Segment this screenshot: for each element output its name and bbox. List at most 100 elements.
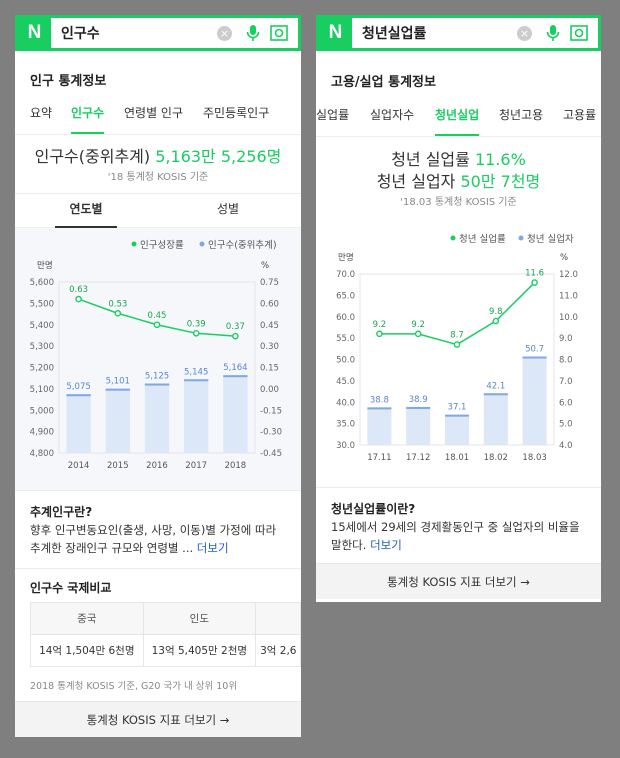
left-tick-label: 30.0 — [336, 441, 355, 451]
headline-rate-value: 11.6% — [474, 150, 526, 169]
search-input[interactable]: 청년실업률 — [362, 26, 427, 42]
right-tick-label: 9.0 — [559, 334, 573, 344]
legend-bar-dot — [518, 235, 524, 241]
population-chart: 인구성장률 인구수(중위추계) 만명 % 5,600 0.75 5,500 0.60 5,4… — [30, 239, 282, 471]
left-tick-label: 65.0 — [336, 291, 355, 301]
chart-area: 청년 실업률 청년 실업자 만명% 70.0 12.0 65.0 11.0 60.0 10.… — [316, 220, 601, 487]
segment-yearly[interactable]: 연도별 — [55, 194, 117, 228]
left-tick-label: 50.0 — [336, 356, 355, 366]
definition-text: 향후 인구변동요인(출생, 사망, 이동)별 가정에 따라 추계한 장래인구 규… — [30, 521, 289, 557]
compare-cell: 3억 2,6 — [255, 634, 301, 667]
line-point — [75, 295, 82, 303]
x-tick-label: 17.11 — [367, 453, 391, 463]
compare-header: 중국 — [30, 602, 144, 635]
bar-top — [66, 394, 91, 397]
search-bar[interactable]: N 인구수 × — [15, 15, 301, 51]
naver-logo[interactable]: N — [319, 18, 352, 48]
legend-line-dot — [131, 241, 137, 247]
divider — [15, 490, 301, 491]
left-tick-label: 5,400 — [30, 321, 54, 331]
naver-logo[interactable]: N — [18, 18, 51, 48]
tab-employment-rate[interactable]: 고용률 — [563, 108, 597, 122]
right-axis-unit: % — [560, 253, 568, 263]
legend-bar-label: 인구수(중위추계) — [208, 239, 277, 251]
bar — [144, 383, 170, 453]
right-tick-label: 0.30 — [260, 342, 279, 352]
headline-count-value: 50만 7천명 — [460, 172, 541, 191]
youth-unemployment-panel: N 청년실업률 × 고용/실업 통계정보 실업률 실업자수 청년실업 청년고용 … — [316, 15, 601, 602]
left-tick-label: 5,100 — [30, 385, 54, 395]
bar-top — [223, 375, 248, 378]
source-note: '18 통계청 KOSIS 기준 — [107, 172, 209, 183]
legend-line-label: 청년 실업률 — [459, 233, 506, 245]
bar-value-label: 5,125 — [145, 372, 169, 382]
right-tick-label: 0.60 — [260, 299, 279, 309]
headline-count-label: 청년 실업자 — [376, 172, 456, 191]
bar-top — [184, 379, 209, 382]
line-point — [453, 341, 461, 348]
right-tick-label: 0.15 — [260, 364, 279, 374]
kosis-more-button[interactable]: 통계청 KOSIS 지표 더보기 → — [316, 563, 601, 599]
legend-bar-dot — [199, 241, 205, 247]
bar-top — [144, 383, 170, 386]
left-tick-label: 55.0 — [336, 334, 355, 344]
line-value-label: 9.2 — [373, 320, 387, 330]
search-bar[interactable]: N 청년실업률 × — [316, 15, 601, 51]
x-tick-label: 2015 — [107, 461, 129, 471]
bar — [367, 407, 392, 445]
left-tick-label: 35.0 — [336, 420, 355, 430]
bar-value-label: 42.1 — [486, 381, 505, 391]
compare-header — [255, 602, 301, 635]
headline-label: 인구수(중위추계) — [34, 147, 151, 166]
left-tick-label: 45.0 — [336, 377, 355, 387]
right-tick-label: -0.45 — [260, 449, 282, 459]
bar — [444, 414, 470, 445]
segment-gender[interactable]: 성별 — [216, 202, 240, 216]
line-value-label: 11.6 — [525, 269, 544, 279]
headline-count: 청년 실업자 50만 7천명 — [316, 168, 601, 192]
stat-tabs: 실업률 실업자수 청년실업 청년고용 고용률 — [316, 103, 601, 137]
tab-age[interactable]: 연령별 인구 — [124, 106, 184, 120]
tab-summary[interactable]: 요약 — [30, 106, 53, 120]
left-axis-unit: 만명 — [37, 260, 53, 271]
right-tick-label: 0.75 — [260, 278, 279, 288]
tab-unemployment-rate[interactable]: 실업률 — [316, 108, 350, 122]
more-link[interactable]: 더보기 — [370, 538, 402, 552]
bar-top — [105, 388, 130, 391]
line-value-label: 0.39 — [187, 319, 206, 329]
tab-youth-employment[interactable]: 청년고용 — [499, 108, 544, 122]
bar-top — [522, 356, 547, 359]
kosis-more-button[interactable]: 통계청 KOSIS 지표 더보기 → — [15, 701, 301, 737]
legend-bar-label: 청년 실업자 — [527, 233, 574, 245]
right-tick-label: 0.00 — [260, 385, 279, 395]
tab-population[interactable]: 인구수 — [71, 101, 105, 134]
legend-line-dot — [450, 235, 456, 241]
clear-icon[interactable]: × — [517, 25, 532, 41]
section-title: 고용/실업 통계정보 — [331, 75, 436, 90]
compare-note: 2018 통계청 KOSIS 기준, G20 국가 내 상위 10위 — [30, 681, 238, 692]
bar — [406, 406, 431, 445]
compare-header: 인도 — [142, 602, 257, 635]
line-value-label: 0.53 — [108, 299, 127, 309]
right-tick-label: 5.0 — [559, 420, 573, 430]
mic-icon[interactable] — [546, 24, 560, 42]
lens-icon[interactable] — [270, 25, 288, 41]
left-tick-label: 4,800 — [30, 449, 54, 459]
bar — [105, 388, 130, 453]
more-link[interactable]: 더보기 — [196, 541, 229, 555]
tab-unemployed[interactable]: 실업자수 — [370, 108, 415, 122]
tab-youth-unemployment[interactable]: 청년실업 — [435, 103, 480, 136]
mic-icon[interactable] — [246, 24, 260, 42]
stat-tabs: 요약 인구수 연령별 인구 주민등록인구 — [15, 101, 301, 135]
search-input[interactable]: 인구수 — [61, 26, 100, 42]
bar — [223, 375, 248, 453]
lens-icon[interactable] — [570, 25, 588, 41]
right-tick-label: -0.15 — [260, 406, 282, 416]
right-tick-label: 11.0 — [559, 291, 578, 301]
right-tick-label: 7.0 — [559, 377, 573, 387]
tab-registered[interactable]: 주민등록인구 — [203, 106, 270, 120]
line-point — [114, 310, 122, 317]
headline-value: 5,163만 5,256명 — [155, 147, 282, 166]
x-tick-label: 18.01 — [445, 453, 469, 463]
clear-icon[interactable]: × — [217, 25, 232, 41]
